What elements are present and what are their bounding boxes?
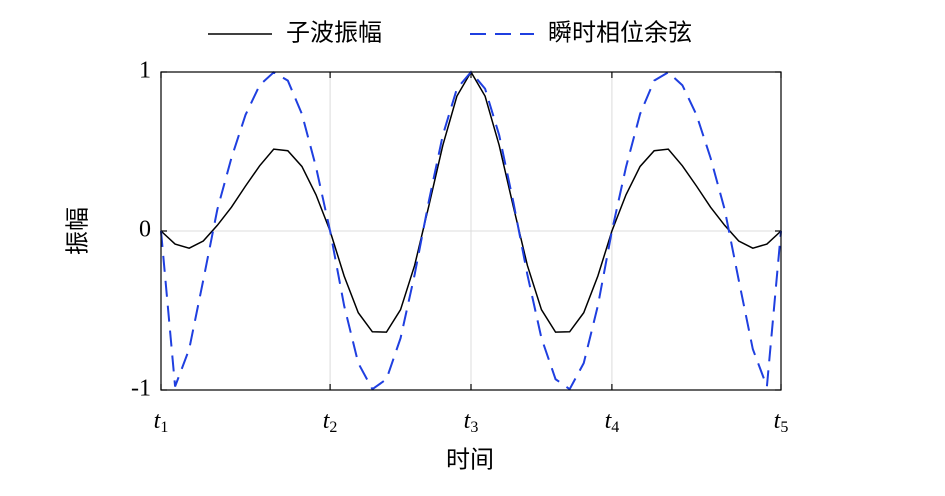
legend-label: 子波振幅 [286, 20, 382, 47]
x-tick-label: t5 [774, 408, 789, 436]
x-tick-label: t3 [464, 408, 479, 436]
legend-label: 瞬时相位余弦 [548, 20, 692, 47]
x-tick-label: t4 [605, 408, 620, 436]
x-tick-label: t1 [154, 408, 169, 436]
y-tick-label: 1 [139, 58, 151, 84]
plot-frame [160, 71, 782, 391]
y-tick-label: 0 [139, 217, 151, 243]
x-axis-label: 时间 [446, 447, 494, 474]
y-axis-label: 振幅 [65, 207, 92, 255]
y-tick-label: -1 [131, 376, 151, 402]
x-tick-label: t2 [323, 408, 338, 436]
